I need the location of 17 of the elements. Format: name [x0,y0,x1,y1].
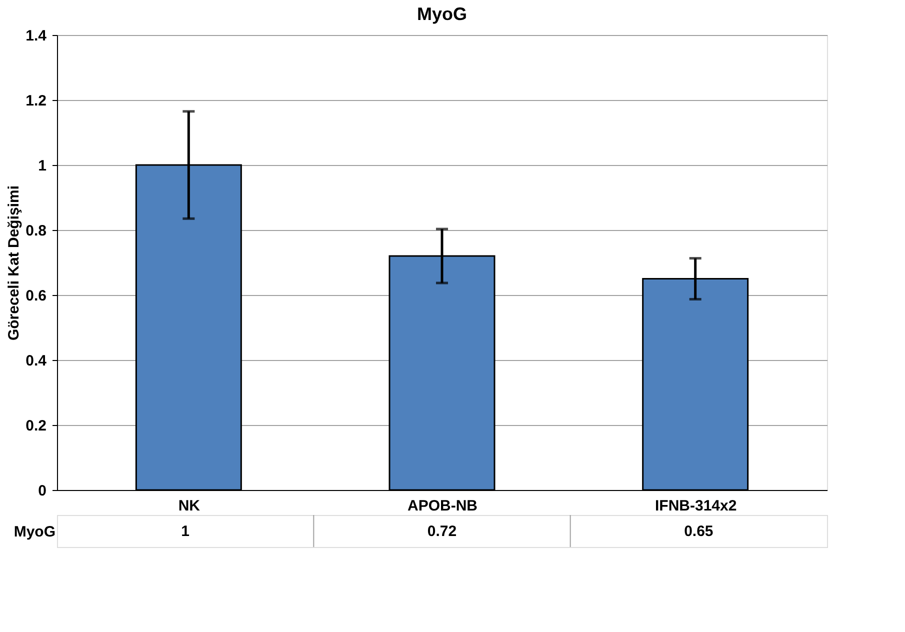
y-tick-label: 0.8 [26,222,46,240]
y-tick-label: 1.2 [26,92,46,110]
y-tick-label: 0.2 [26,418,46,434]
x-tick-label: NK [178,498,200,514]
text: MyoG [14,524,56,540]
data-label: 1 [181,523,190,540]
y-tick-label: 1 [38,158,46,174]
y-tick-label: 0.6 [26,288,46,304]
data-label: 0.65 [684,523,714,540]
data-label: 0.72 [427,523,457,540]
y-tick-label: 0.4 [26,352,48,370]
x-tick-label: APOB-NB [408,498,478,514]
y-tick-label: 0 [38,482,46,500]
y-axis-title: Göreceli Kat Değişimi [6,185,23,341]
x-tick-label: IFNB-314x2 [654,498,737,514]
y-tick-label: 1.4 [26,28,48,44]
chart-title: MyoG [416,4,468,24]
